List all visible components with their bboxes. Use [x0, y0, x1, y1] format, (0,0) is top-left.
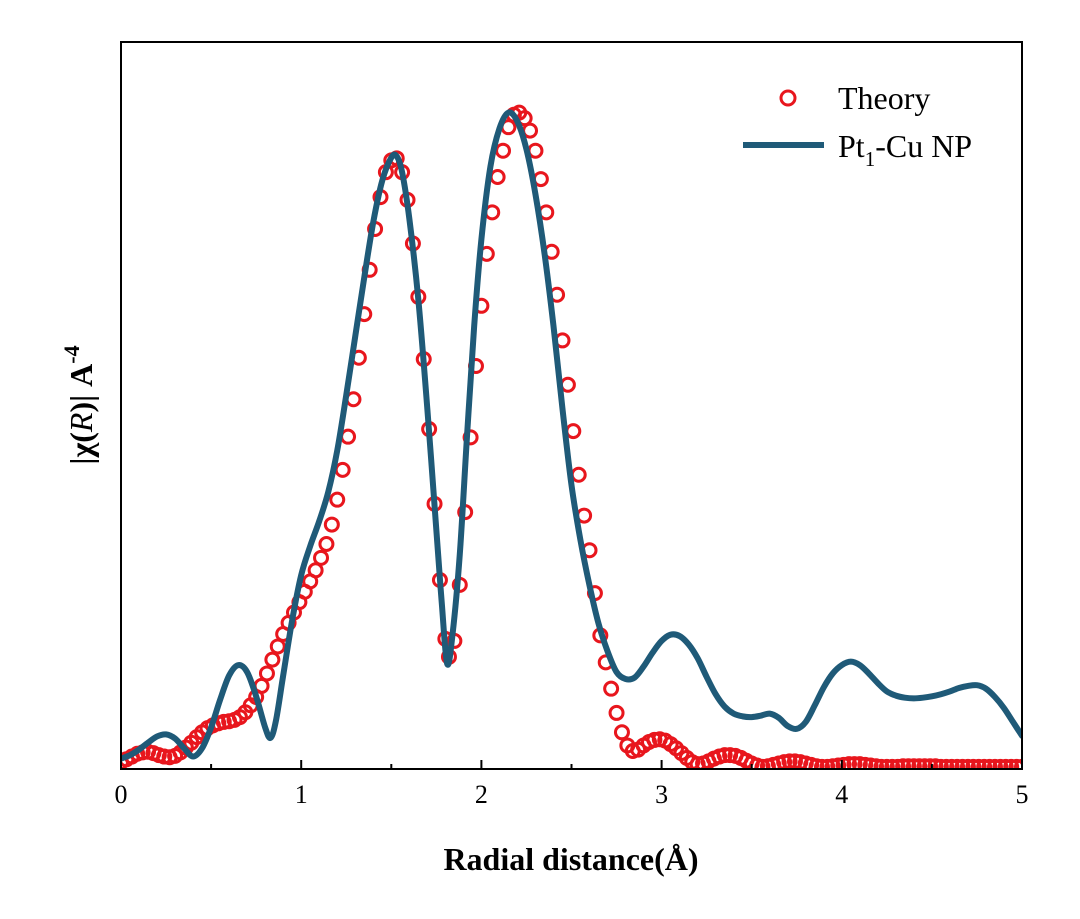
theory-point	[959, 758, 976, 769]
legend-label-pt1cu-sub: 1	[865, 147, 876, 171]
theory-point	[1003, 758, 1020, 769]
theory-point	[323, 516, 340, 533]
x-axis-title: Radial distance(Å)	[443, 841, 698, 877]
theory-point	[868, 758, 885, 769]
theory-point	[307, 562, 324, 579]
legend-marker-theory	[779, 89, 797, 107]
theory-point	[803, 756, 820, 769]
theory-point	[313, 549, 330, 566]
theory-point	[613, 724, 630, 741]
theory-point	[911, 758, 928, 769]
x-tick-label: 1	[295, 780, 308, 809]
theory-point	[976, 758, 993, 769]
theory-point	[932, 758, 949, 769]
theory-point	[970, 758, 987, 769]
theory-point	[851, 756, 868, 769]
theory-point	[264, 651, 281, 668]
x-tick-label: 3	[655, 780, 668, 809]
theory-point	[808, 758, 825, 769]
y-axis-title-var: R	[63, 412, 99, 433]
theory-point	[565, 423, 582, 440]
theory-point	[878, 758, 895, 769]
theory-point	[986, 758, 1003, 769]
series-pt1cu-line	[121, 109, 1022, 762]
legend-label-theory: Theory	[838, 80, 930, 116]
theory-point	[873, 758, 890, 769]
x-tick-label: 5	[1016, 780, 1029, 809]
svg-text:|χ(R)| A-4: |χ(R)| A-4	[59, 345, 99, 464]
series-theory	[121, 104, 1022, 769]
theory-point	[329, 491, 346, 508]
y-axis-title-sup: -4	[59, 345, 84, 363]
theory-point	[943, 758, 960, 769]
theory-point	[495, 142, 512, 159]
theory-point	[900, 758, 917, 769]
legend-label-pt1cu: Pt1-Cu NP	[838, 128, 972, 171]
series-layer	[121, 104, 1022, 769]
theory-point	[340, 428, 357, 445]
theory-point	[949, 758, 966, 769]
theory-point	[269, 638, 286, 655]
y-axis-title: |χ(R)| A-4	[59, 345, 99, 464]
theory-point	[781, 753, 798, 769]
theory-point	[334, 461, 351, 478]
theory-point	[938, 758, 955, 769]
theory-point	[1014, 758, 1022, 769]
y-axis-title-close: )| A	[63, 364, 99, 413]
theory-point	[862, 757, 879, 769]
x-tick-label: 0	[115, 780, 128, 809]
legend-label-pt1cu-main: Pt	[838, 128, 865, 164]
theory-point	[981, 758, 998, 769]
x-tick-label: 2	[475, 780, 488, 809]
x-axis: 0 1 2 3 4 5	[115, 760, 1029, 809]
theory-point	[954, 758, 971, 769]
theory-point	[716, 747, 733, 764]
legend-label-pt1cu-rest: -Cu NP	[875, 128, 972, 164]
x-tick-label: 4	[835, 780, 848, 809]
theory-point	[1008, 758, 1022, 769]
theory-point	[608, 704, 625, 721]
theory-point	[905, 758, 922, 769]
theory-point	[895, 758, 912, 769]
theory-point	[992, 758, 1009, 769]
theory-point	[489, 169, 506, 186]
theory-point	[884, 758, 901, 769]
theory-point	[927, 758, 944, 769]
theory-point	[846, 756, 863, 769]
legend: Theory Pt1-Cu NP	[743, 80, 972, 171]
theory-point	[749, 757, 766, 769]
theory-point	[965, 758, 982, 769]
theory-point	[857, 756, 874, 769]
theory-point	[258, 665, 275, 682]
y-axis-title-open: |χ(	[63, 432, 99, 464]
theory-point	[318, 535, 335, 552]
theory-point	[997, 758, 1014, 769]
theory-point	[603, 680, 620, 697]
theory-point	[922, 758, 939, 769]
theory-point	[570, 466, 587, 483]
theory-point	[813, 758, 830, 769]
